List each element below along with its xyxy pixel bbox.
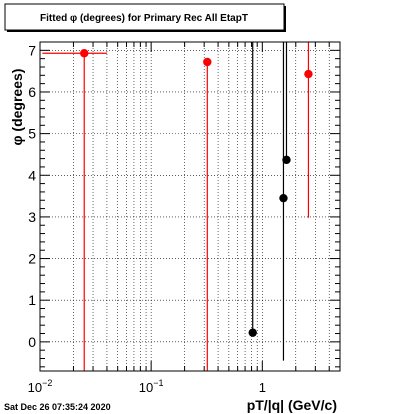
x-tick-label-base: 10: [28, 380, 42, 395]
data-marks: [42, 42, 313, 371]
timestamp: Sat Dec 26 07:35:24 2020: [4, 402, 111, 412]
y-tick-label: 1: [28, 292, 36, 308]
data-point: [203, 57, 212, 67]
data-point: [282, 155, 291, 165]
x-tick-label-base: 10: [139, 380, 153, 395]
title-box: Fitted φ (degrees) for Primary Rec All E…: [4, 3, 286, 32]
data-point: [304, 69, 313, 79]
chart-title: Fitted φ (degrees) for Primary Rec All E…: [40, 13, 248, 24]
plot-frame: [39, 41, 341, 372]
y-tick-label: 0: [28, 334, 36, 350]
x-tick-label-exp: −1: [153, 378, 163, 388]
x-tick-label: 10−1: [139, 378, 164, 395]
y-tick-label: 7: [28, 42, 36, 58]
y-tick-label: 5: [28, 126, 36, 142]
plot-area: [40, 42, 340, 371]
y-tick-label: 4: [28, 167, 36, 183]
y-tick-label: 6: [28, 84, 36, 100]
y-tick-label: 2: [28, 251, 36, 267]
x-axis-label: pT/|q| (GeV/c): [247, 397, 337, 413]
data-point: [279, 193, 288, 203]
x-tick-label-exp: −2: [42, 378, 52, 388]
x-tick-label-base: 1: [259, 380, 266, 395]
data-point: [248, 328, 257, 337]
y-tick-label: 3: [28, 209, 36, 225]
x-tick-label: 10−2: [28, 378, 53, 395]
data-point: [80, 49, 89, 58]
y-axis-label: φ (degrees): [9, 69, 25, 146]
x-tick-label: 1: [259, 380, 266, 395]
